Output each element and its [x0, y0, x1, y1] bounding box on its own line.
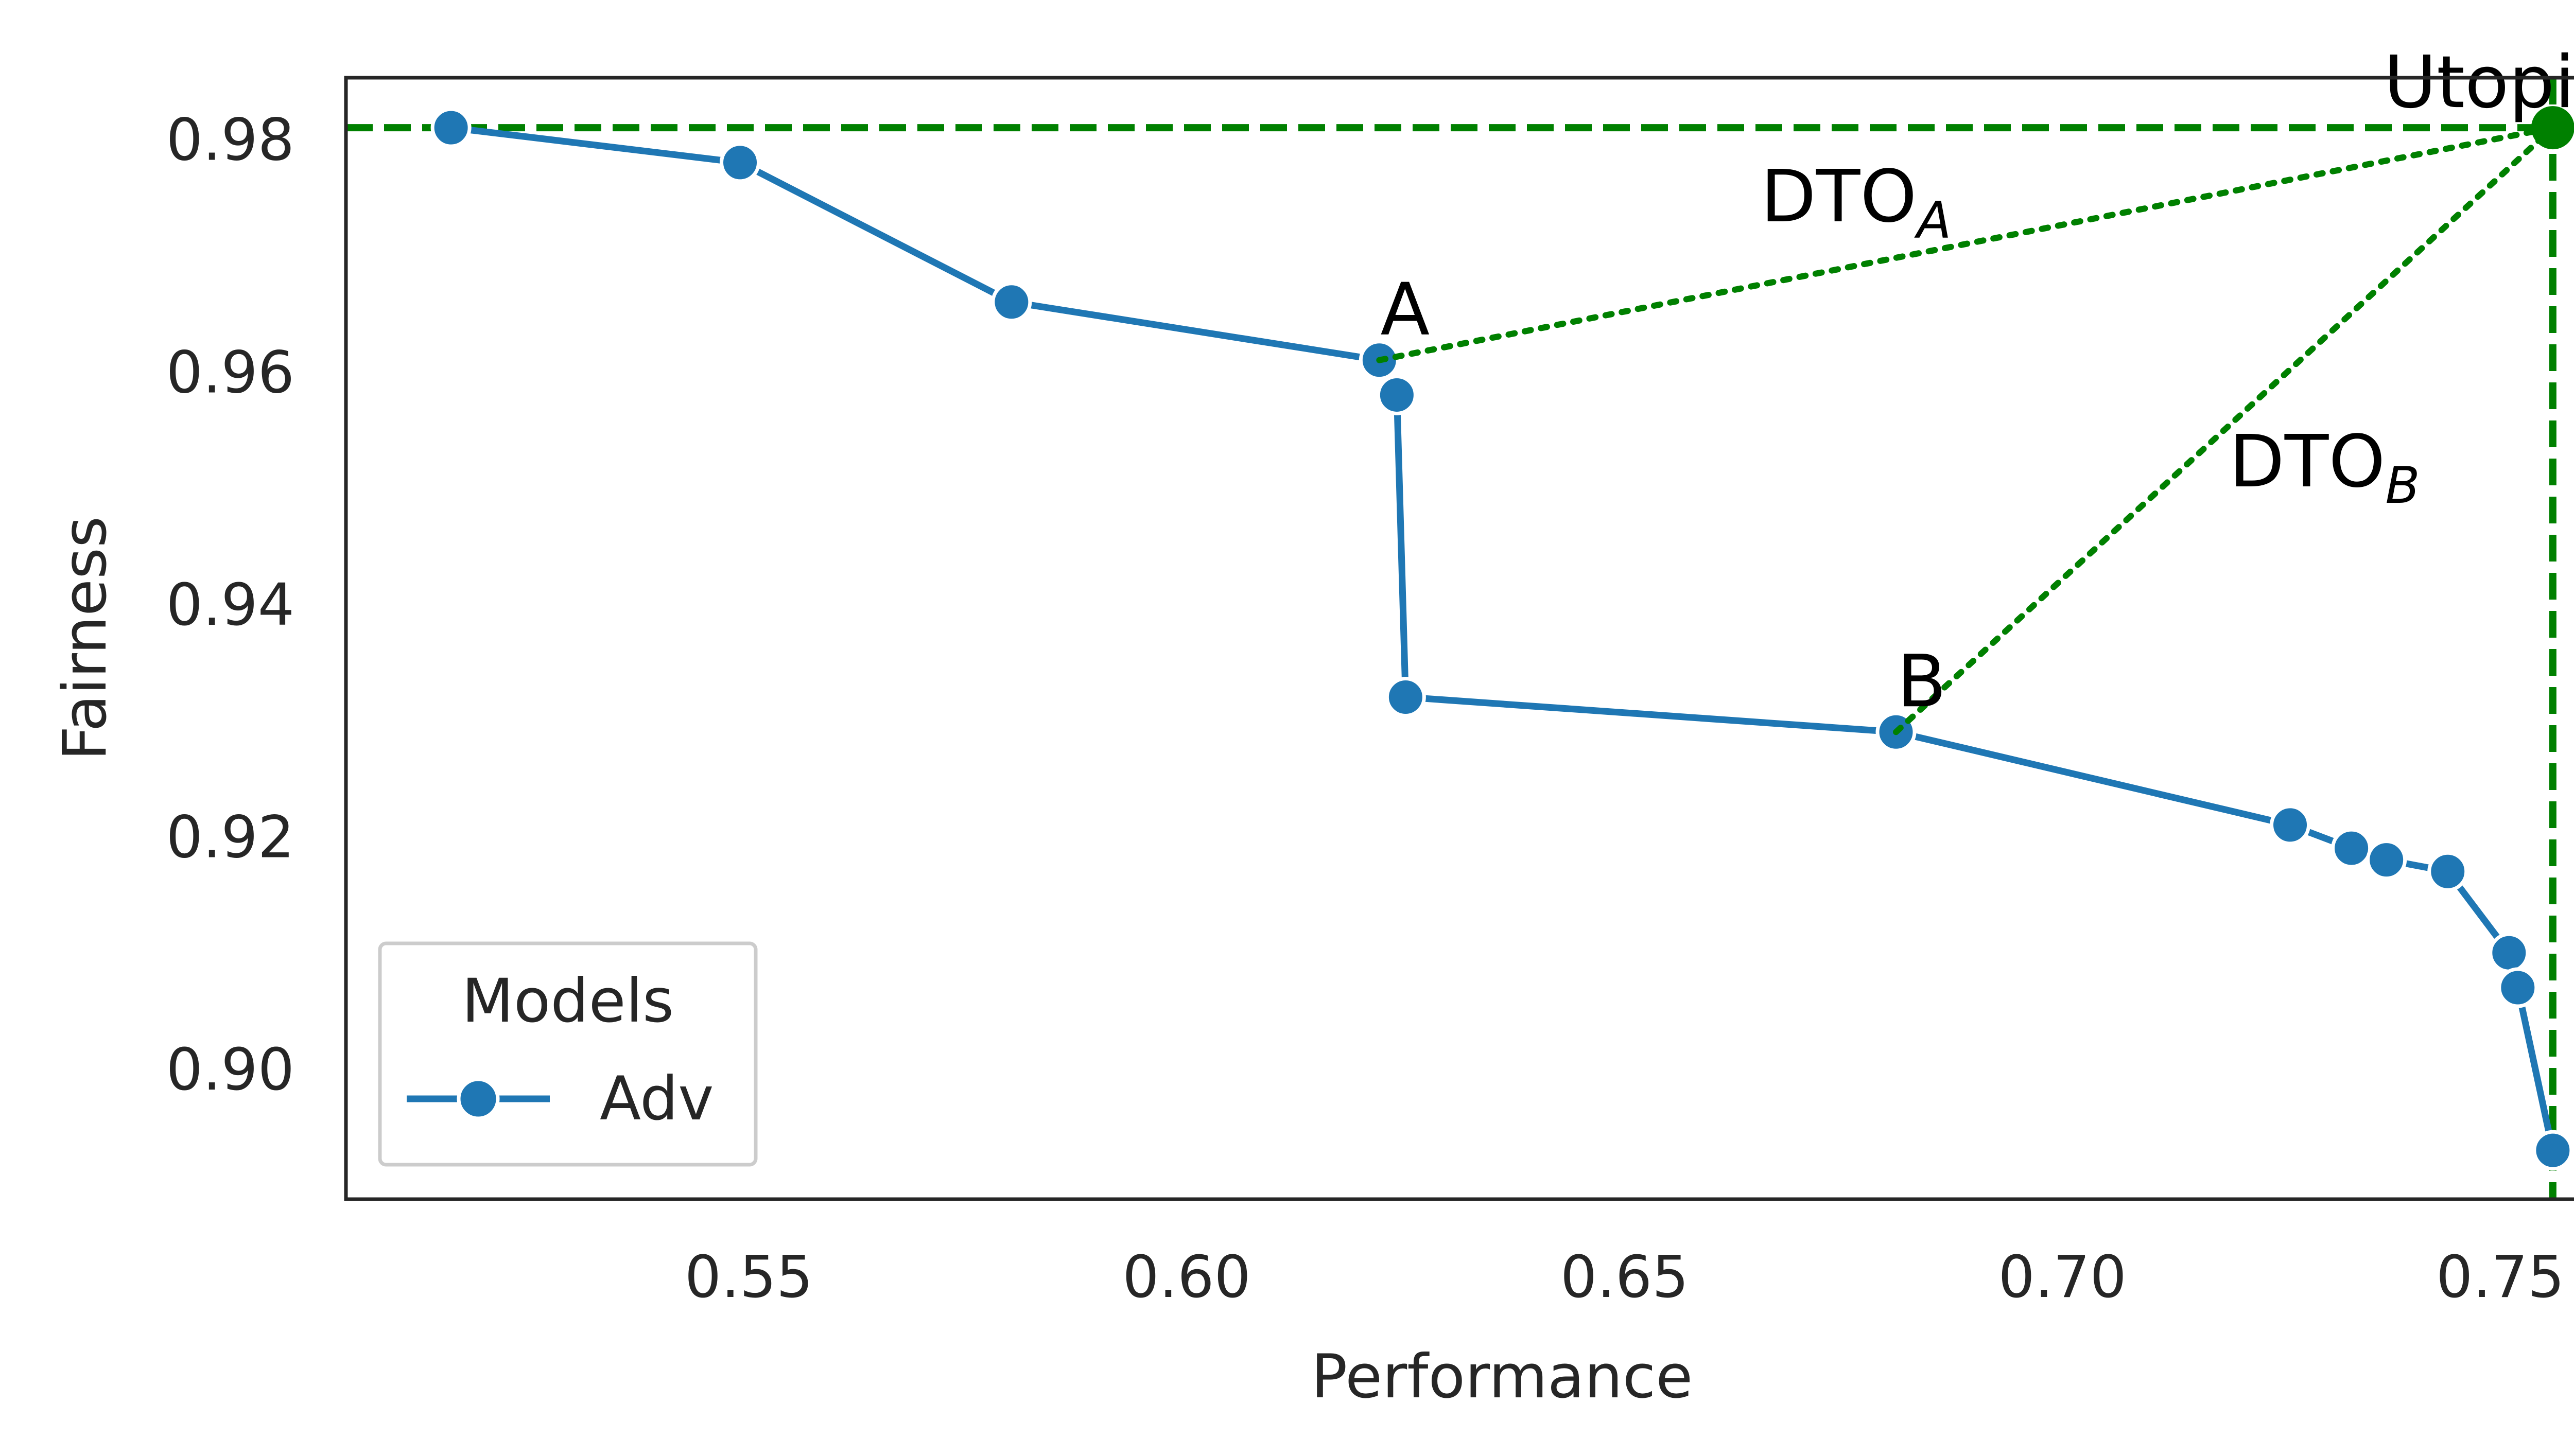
dto-label: DTOB: [2229, 420, 2420, 515]
dto-label-subscript: B: [2386, 457, 2420, 515]
x-tick-label: 0.65: [1560, 1244, 1689, 1311]
plot-frame: [344, 76, 2574, 1201]
y-tick-label: 0.94: [166, 572, 294, 639]
utopia-label: Utopia: [2384, 41, 2574, 125]
utopia-point: [2531, 106, 2574, 150]
y-tick-label: 0.92: [166, 804, 294, 871]
data-point: [2497, 967, 2538, 1008]
data-point: [2532, 1130, 2573, 1171]
x-tick-label: 0.70: [1998, 1244, 2127, 1311]
legend-label-adv: Adv: [600, 1063, 714, 1134]
point-label: A: [1380, 268, 1430, 352]
annotations: Utopia A B DTOA DTOB: [1376, 41, 2574, 735]
y-axis-label: Fairness: [49, 516, 120, 761]
data-point: [2331, 828, 2372, 869]
series-line: [450, 124, 2556, 1151]
data-point: [430, 107, 472, 148]
data-point: [2427, 851, 2468, 892]
data-point: [1385, 677, 1426, 718]
distance-line: [1893, 125, 2556, 735]
data-point: [2489, 932, 2530, 973]
y-tick-label: 0.96: [166, 339, 294, 406]
data-point: [1376, 374, 1417, 415]
x-tick-label: 0.55: [685, 1244, 813, 1311]
legend-marker-adv: [457, 1077, 500, 1120]
y-tick-label: 0.90: [166, 1037, 294, 1103]
distance-line: [1376, 125, 2556, 363]
x-tick-label: 0.75: [2436, 1244, 2564, 1311]
data-point: [2366, 839, 2407, 881]
y-tick-label: 0.98: [166, 107, 294, 174]
legend-title: Models: [462, 966, 674, 1036]
utopia-guides: [346, 78, 2574, 1199]
dto-label-subscript: A: [1914, 191, 1952, 250]
dto-label: DTOA: [1761, 155, 1952, 250]
data-point: [2270, 804, 2311, 846]
axis-ticks: 0.55 0.60 0.65 0.70 0.75 0.90 0.92 0.94 0.96 0.98: [166, 107, 2565, 1311]
x-axis-label: Performance: [1311, 1341, 1693, 1412]
legend: Models Adv: [378, 941, 758, 1167]
x-tick-label: 0.60: [1122, 1244, 1250, 1311]
data-point: [720, 142, 761, 183]
point-label: B: [1897, 640, 1946, 724]
data-point: [991, 282, 1032, 323]
